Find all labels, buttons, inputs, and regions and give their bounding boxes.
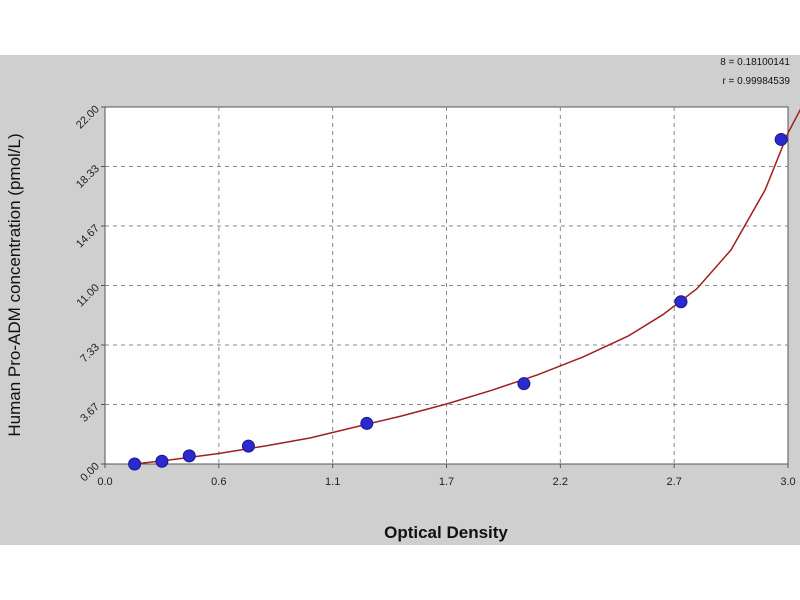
y-tick-label: 3.67 [78, 401, 102, 425]
x-axis-title: Optical Density [384, 523, 508, 542]
data-point [241, 439, 255, 453]
fit-curve-layer [134, 108, 800, 465]
chart-svg: 0.0 0.6 1.1 1.7 2.2 2.7 3.0 0.003.677.3311.001… [5, 57, 800, 542]
grid-lines [105, 107, 788, 464]
x-tick-label: 2.7 [667, 476, 682, 488]
stat-annotation-2: r = 0.99984539 [722, 76, 790, 87]
x-tick-label: 0.0 [97, 476, 112, 488]
x-tick-labels: 0.0 0.6 1.1 1.7 2.2 2.7 3.0 [97, 464, 796, 488]
x-tick-label: 1.7 [439, 476, 454, 488]
data-point [128, 457, 142, 471]
data-point [774, 132, 788, 146]
y-axis-title: Human Pro-ADM concentration (pmol/L) [5, 133, 24, 436]
stat-annotation-1: 8 = 0.18100141 [720, 57, 790, 68]
x-tick-label: 1.1 [325, 476, 340, 488]
x-tick-label: 3.0 [780, 476, 795, 488]
data-point [674, 295, 688, 309]
y-tick-label: 22.00 [74, 103, 102, 131]
x-tick-label: 2.2 [553, 476, 568, 488]
y-tick-label: 7.33 [78, 341, 102, 365]
data-point [360, 416, 374, 430]
data-point [182, 449, 196, 463]
y-tick-label: 11.00 [75, 282, 102, 309]
data-points-layer [128, 132, 788, 471]
y-tick-label: 18.33 [74, 163, 102, 191]
fit-curve [134, 108, 800, 465]
chart-figure: 0.0 0.6 1.1 1.7 2.2 2.7 3.0 0.00 3.67 7.33 11.00 1… [0, 55, 800, 545]
y-tick-label: 14.67 [74, 222, 102, 250]
x-tick-label: 0.6 [211, 476, 226, 488]
data-point [517, 377, 531, 391]
data-point [155, 454, 169, 468]
